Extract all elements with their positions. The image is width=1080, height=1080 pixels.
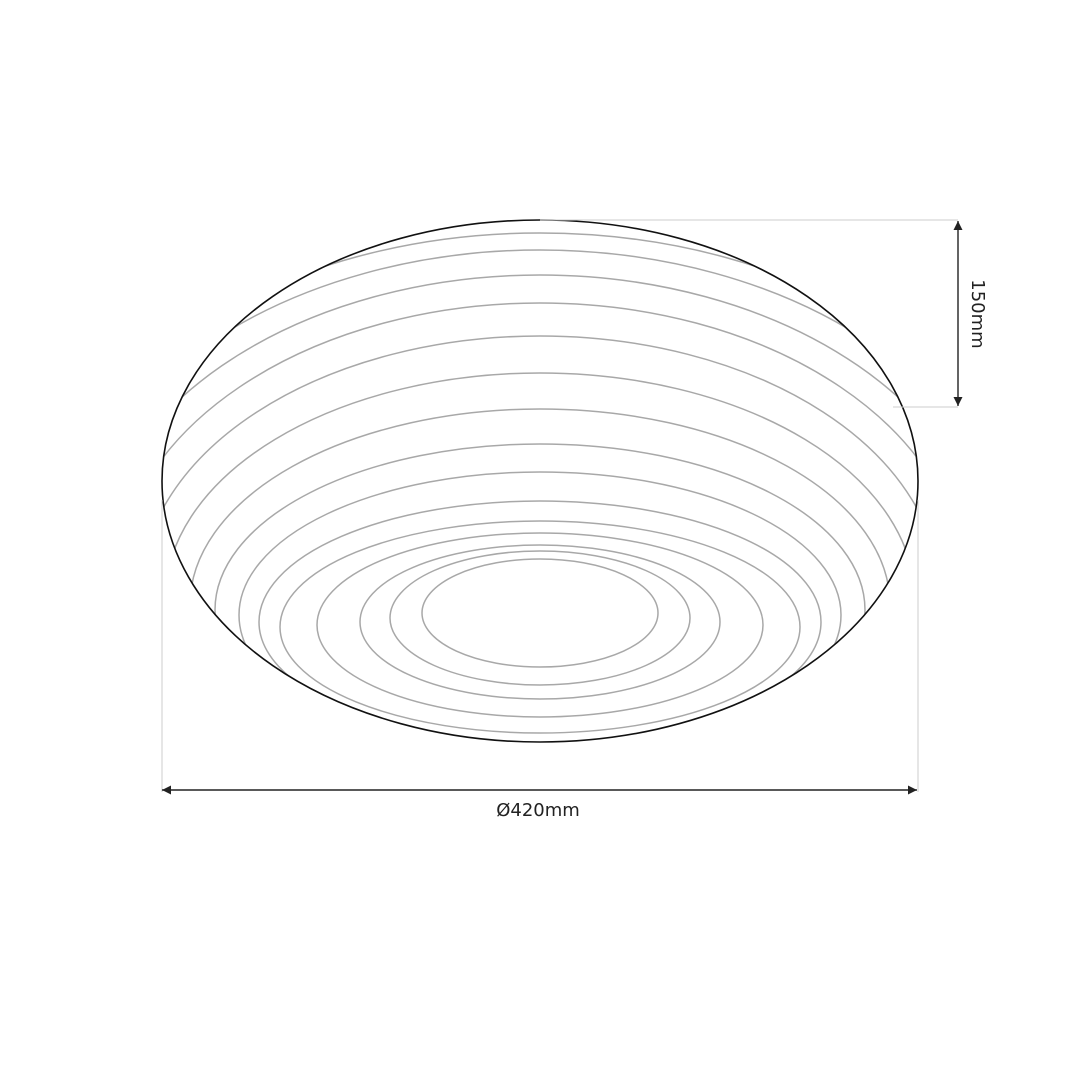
width-label: Ø420mm xyxy=(496,800,580,821)
lamp-ring xyxy=(258,500,822,742)
lamp-ring xyxy=(359,544,721,700)
lamp-ring xyxy=(238,471,842,742)
height-label: 150mm xyxy=(967,279,988,348)
lamp-ring xyxy=(214,443,866,742)
lamp-ring xyxy=(162,302,918,742)
lamp-ring xyxy=(279,520,801,734)
lamp-ring xyxy=(162,335,918,742)
lamp-ring xyxy=(162,249,918,742)
lamp-ring xyxy=(389,550,691,686)
lamp-ring xyxy=(162,232,918,742)
lamp-ring xyxy=(316,532,764,718)
lamp-ring xyxy=(164,372,916,742)
lamp-ring xyxy=(162,274,918,742)
lamp-ring xyxy=(421,558,659,668)
